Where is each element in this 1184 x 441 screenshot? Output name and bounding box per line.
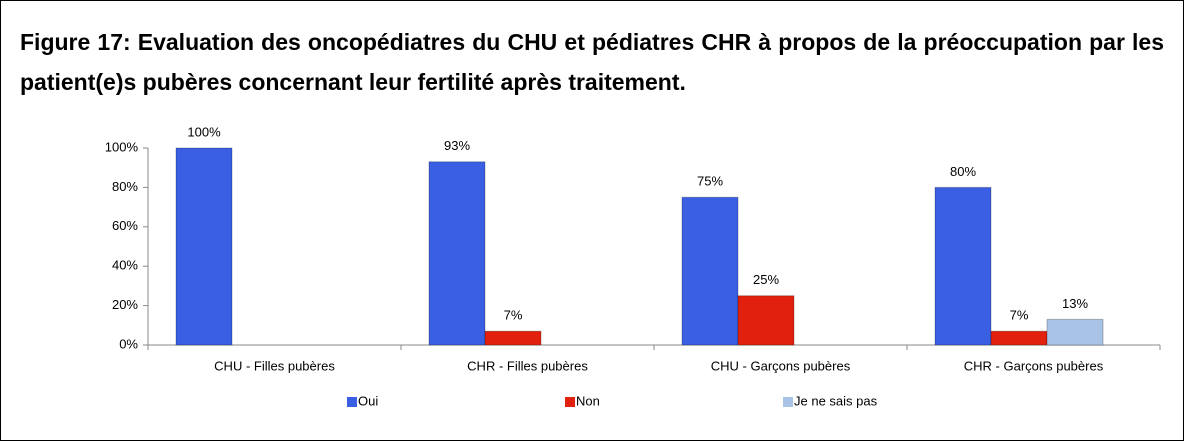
bar <box>1046 318 1104 346</box>
value-label: 75% <box>697 174 723 189</box>
x-tick-label: CHU - Garçons pubères <box>711 358 851 373</box>
value-label: 93% <box>444 138 470 153</box>
y-tick-label: 20% <box>112 297 138 312</box>
x-tick-label: CHR - Filles pubères <box>467 358 588 373</box>
legend-swatch <box>565 397 575 407</box>
chart-title: Figure 17: Evaluation des oncopédiatres … <box>20 29 1164 95</box>
bar <box>484 330 542 346</box>
bar <box>737 295 795 346</box>
x-tick-label: CHU - Filles pubères <box>214 358 335 373</box>
value-label: 100% <box>187 124 221 139</box>
value-label: 7% <box>504 308 523 323</box>
bar <box>990 330 1048 346</box>
value-label: 25% <box>753 272 779 287</box>
y-tick-label: 80% <box>112 179 138 194</box>
y-tick-label: 0% <box>119 336 138 351</box>
legend-label: Je ne sais pas <box>794 393 878 408</box>
y-tick-label: 40% <box>112 258 138 273</box>
y-tick-label: 100% <box>105 139 139 154</box>
legend-swatch <box>347 397 357 407</box>
x-tick-label: CHR - Garçons pubères <box>964 358 1104 373</box>
bar <box>934 186 992 346</box>
legend-swatch <box>783 397 793 407</box>
bar <box>175 147 233 346</box>
value-label: 7% <box>1010 308 1029 323</box>
legend-label: Non <box>576 393 600 408</box>
bar <box>428 161 486 346</box>
bar <box>681 196 739 346</box>
legend-label: Oui <box>358 393 378 408</box>
value-label: 80% <box>950 164 976 179</box>
value-label: 13% <box>1062 296 1088 311</box>
y-tick-label: 60% <box>112 218 138 233</box>
